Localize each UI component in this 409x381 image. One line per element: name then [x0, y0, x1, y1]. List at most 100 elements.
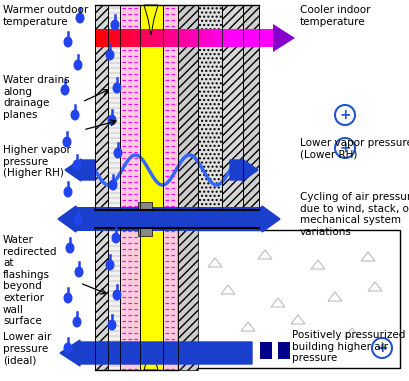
Ellipse shape	[74, 59, 83, 70]
Bar	[120, 228, 140, 370]
FancyArrow shape	[60, 340, 252, 366]
Bar	[178, 230, 400, 368]
Bar	[113, 29, 115, 47]
FancyArrow shape	[58, 206, 76, 232]
Bar	[120, 5, 140, 210]
Ellipse shape	[110, 19, 119, 30]
Bar	[226, 29, 229, 47]
Bar	[146, 29, 149, 47]
Bar	[108, 228, 120, 370]
Bar	[157, 29, 160, 47]
FancyArrow shape	[230, 159, 258, 181]
Bar	[257, 29, 260, 47]
Text: Warmer outdoor
temperature: Warmer outdoor temperature	[3, 5, 88, 27]
Ellipse shape	[114, 147, 123, 158]
Text: Higher vapor
pressure
(Higher RH): Higher vapor pressure (Higher RH)	[3, 145, 71, 178]
Ellipse shape	[70, 109, 79, 120]
Bar	[137, 29, 140, 47]
Ellipse shape	[63, 293, 72, 304]
Text: Lower air
pressure
(ideal): Lower air pressure (ideal)	[3, 332, 51, 365]
Bar	[180, 29, 182, 47]
Bar	[224, 29, 227, 47]
Bar	[124, 29, 127, 47]
Bar	[135, 29, 138, 47]
Bar	[126, 29, 129, 47]
FancyArrow shape	[65, 159, 95, 181]
Polygon shape	[273, 24, 295, 52]
Bar	[178, 29, 180, 47]
Text: Water
redirected
at
flashings
beyond
exterior
wall
surface: Water redirected at flashings beyond ext…	[3, 235, 56, 326]
Ellipse shape	[106, 259, 115, 271]
Text: +: +	[339, 108, 351, 122]
Bar	[271, 29, 274, 47]
Bar	[173, 29, 175, 47]
Polygon shape	[144, 5, 158, 35]
Bar	[171, 29, 173, 47]
Bar	[262, 29, 265, 47]
Bar	[229, 29, 231, 47]
Bar	[215, 29, 218, 47]
Ellipse shape	[63, 187, 72, 197]
Bar	[246, 29, 249, 47]
Text: +: +	[339, 141, 351, 155]
Bar	[130, 29, 133, 47]
Bar	[95, 29, 98, 47]
Bar	[138, 202, 152, 210]
Bar	[108, 5, 120, 210]
Bar	[184, 29, 187, 47]
Bar	[164, 29, 167, 47]
Ellipse shape	[74, 215, 83, 226]
Bar	[122, 29, 124, 47]
Bar	[237, 29, 240, 47]
Bar	[260, 29, 263, 47]
Bar	[233, 29, 236, 47]
Ellipse shape	[76, 13, 85, 24]
Bar	[178, 5, 198, 210]
Bar	[151, 29, 153, 47]
Bar	[202, 29, 204, 47]
Ellipse shape	[112, 290, 121, 301]
Bar	[193, 29, 196, 47]
Bar	[266, 29, 269, 47]
Bar	[128, 29, 131, 47]
Text: Positively pressurized
building higher air
pressure: Positively pressurized building higher a…	[292, 330, 405, 363]
Text: Water drains
along
drainage
planes: Water drains along drainage planes	[3, 75, 70, 120]
Bar	[206, 29, 209, 47]
Bar	[269, 29, 271, 47]
Polygon shape	[144, 342, 158, 370]
Bar	[240, 29, 243, 47]
Bar	[115, 29, 118, 47]
Ellipse shape	[72, 160, 81, 171]
Bar	[166, 29, 169, 47]
Bar	[235, 29, 238, 47]
Bar	[106, 29, 109, 47]
Bar	[99, 29, 102, 47]
Bar	[220, 29, 222, 47]
Bar	[209, 29, 211, 47]
Ellipse shape	[112, 232, 121, 243]
Bar	[260, 342, 272, 359]
Ellipse shape	[65, 242, 74, 253]
Bar	[255, 29, 258, 47]
Ellipse shape	[63, 343, 72, 354]
Bar	[102, 29, 104, 47]
Bar	[222, 29, 225, 47]
Bar	[153, 29, 155, 47]
Bar	[211, 29, 213, 47]
Bar	[189, 29, 191, 47]
Text: Cooler indoor
temperature: Cooler indoor temperature	[300, 5, 371, 27]
Bar	[148, 29, 151, 47]
Ellipse shape	[72, 317, 81, 328]
Bar	[155, 29, 158, 47]
Bar	[178, 228, 198, 370]
Bar	[195, 29, 198, 47]
Bar	[163, 228, 178, 370]
Bar	[191, 29, 193, 47]
Bar	[110, 29, 113, 47]
Bar	[264, 29, 267, 47]
Bar	[204, 29, 207, 47]
Bar	[186, 29, 189, 47]
Bar	[160, 29, 162, 47]
Ellipse shape	[112, 83, 121, 93]
Bar	[162, 29, 164, 47]
